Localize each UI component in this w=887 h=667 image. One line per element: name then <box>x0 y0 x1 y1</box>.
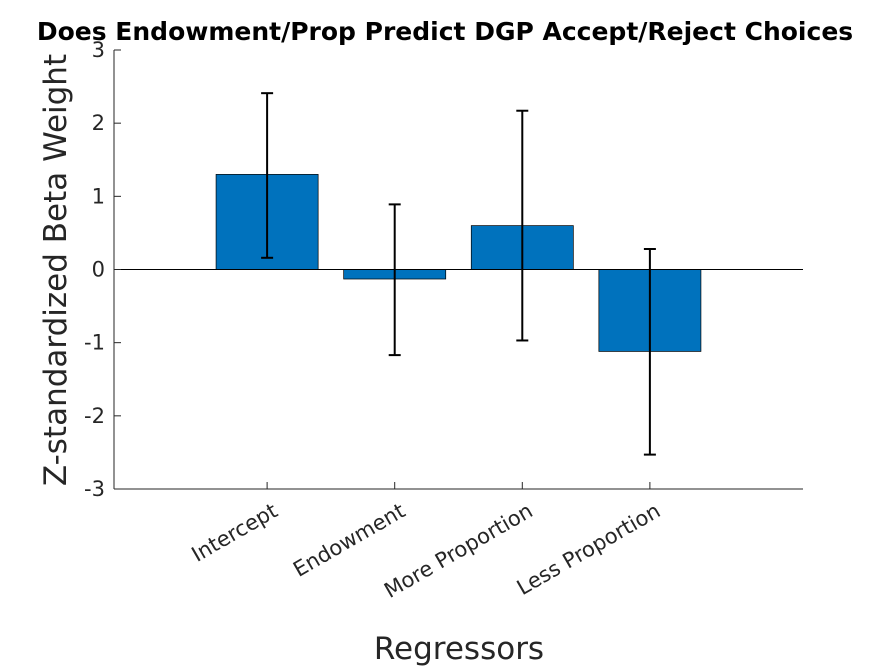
x-tick-label: Less Proportion <box>513 499 665 600</box>
y-tick-label: 0 <box>92 258 105 282</box>
y-tick-label: 1 <box>92 184 105 208</box>
y-tick-label: -3 <box>84 477 105 501</box>
y-tick-label: 2 <box>92 111 105 135</box>
x-axis-label: Regressors <box>374 631 544 667</box>
y-tick-label: -2 <box>84 404 105 428</box>
chart-title: Does Endowment/Prop Predict DGP Accept/R… <box>37 17 853 46</box>
x-tick-label: Intercept <box>187 499 281 567</box>
y-tick-label: 3 <box>92 38 105 62</box>
y-tick-label: -1 <box>84 331 105 355</box>
x-tick-label: Endowment <box>289 499 409 582</box>
y-axis-label: Z-standardized Beta Weight <box>38 54 74 486</box>
